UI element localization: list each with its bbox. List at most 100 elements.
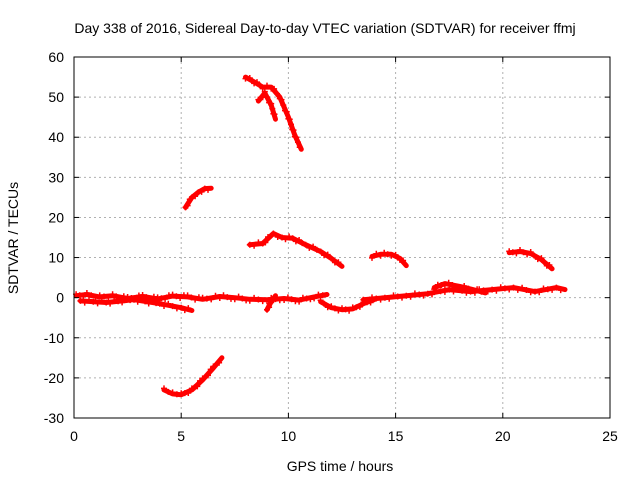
data-point-marker: [96, 292, 103, 299]
data-point-marker: [313, 246, 320, 253]
data-point-marker: [441, 282, 448, 289]
data-point-marker: [288, 296, 295, 303]
y-tick-label: 30: [48, 169, 64, 185]
data-point-marker: [456, 284, 463, 291]
data-point-marker: [266, 304, 273, 311]
x-tick-label: 20: [495, 428, 511, 444]
data-point-marker: [165, 300, 172, 307]
chart-title: Day 338 of 2016, Sidereal Day-to-day VTE…: [74, 20, 575, 36]
data-point-marker: [86, 296, 92, 303]
data-point-marker: [231, 296, 238, 303]
data-point-marker: [390, 292, 397, 299]
data-point-marker: [474, 286, 481, 293]
axis-ticks: 0 5 10 15 20 25 -30 -20 -10 0 10 20 30 40 50 60: [44, 49, 618, 444]
data-point-marker: [270, 230, 277, 237]
data-point-marker: [255, 296, 262, 303]
data-point-marker: [463, 289, 470, 296]
data-point-marker: [519, 284, 526, 291]
data-point-marker: [339, 305, 345, 312]
data-point-marker: [256, 82, 263, 89]
data-point-marker: [299, 240, 306, 247]
data-point-marker: [541, 258, 548, 265]
data-point-marker: [296, 144, 303, 151]
data-point-marker: [531, 252, 538, 259]
data-point-marker: [364, 297, 371, 304]
data-point-marker: [173, 391, 180, 398]
series-arc-55: [242, 74, 304, 152]
series-arc-11-21h: [506, 247, 555, 272]
y-tick-label: 0: [56, 290, 64, 306]
data-point-marker: [509, 249, 516, 256]
series-line: [161, 355, 225, 398]
data-point-marker: [169, 291, 176, 298]
data-point-marker: [88, 292, 95, 299]
data-point-marker: [109, 291, 116, 298]
data-point-marker: [506, 248, 513, 255]
data-point-marker: [131, 296, 137, 303]
data-point-marker: [81, 299, 88, 306]
data-point-marker: [201, 185, 208, 192]
data-point-marker: [302, 241, 309, 248]
data-point-marker: [286, 233, 293, 240]
series-arc-49: [255, 88, 278, 122]
data-point-marker: [268, 100, 275, 107]
series-arc-hump-17h: [431, 279, 489, 296]
data-point-marker: [549, 286, 556, 293]
grid-lines: [74, 57, 610, 418]
data-point-marker: [192, 193, 199, 200]
data-point-marker: [369, 294, 375, 301]
data-point-marker: [113, 293, 120, 300]
data-point-marker: [296, 298, 303, 305]
data-point-marker: [331, 305, 338, 312]
data-point-marker: [497, 284, 504, 291]
data-point-marker: [281, 297, 288, 303]
data-point-marker: [377, 252, 384, 259]
data-point-marker: [465, 285, 472, 292]
data-point-marker: [328, 255, 335, 262]
data-point-marker: [392, 251, 399, 258]
data-point-marker: [184, 292, 191, 299]
data-point-marker: [194, 383, 201, 390]
data-point-marker: [289, 235, 296, 242]
data-point-marker: [264, 82, 270, 89]
series-arc-16: [246, 230, 345, 269]
series-arc-spike-9h: [264, 293, 278, 313]
series-arc-dip-12h: [317, 297, 377, 314]
data-point-marker: [293, 134, 300, 141]
data-point-marker: [356, 303, 363, 310]
data-point-marker: [388, 252, 395, 259]
data-point-marker: [220, 292, 227, 299]
data-point-marker: [169, 303, 176, 310]
data-point-marker: [198, 188, 205, 195]
data-point-marker: [461, 283, 468, 289]
data-point-marker: [264, 94, 270, 101]
data-point-marker: [145, 300, 152, 307]
data-point-marker: [138, 296, 145, 303]
series-arc-11-14h: [369, 249, 409, 269]
data-point-marker: [373, 250, 380, 257]
data-point-marker: [80, 293, 87, 300]
data-point-marker: [513, 250, 520, 257]
data-point-marker: [321, 300, 328, 307]
data-point-marker: [420, 292, 427, 299]
data-point-marker: [310, 243, 317, 250]
data-point-marker: [394, 293, 401, 300]
data-point-marker: [283, 108, 290, 115]
y-tick-label: 50: [48, 89, 64, 105]
data-point-marker: [373, 295, 380, 302]
data-point-marker: [311, 295, 318, 302]
data-point-marker: [286, 116, 293, 123]
data-point-marker: [407, 293, 414, 300]
data-point-marker: [251, 294, 258, 301]
data-point-marker: [384, 251, 391, 258]
data-point-marker: [119, 299, 126, 306]
data-point-marker: [224, 294, 231, 301]
data-point-marker: [288, 121, 294, 128]
data-point-marker: [478, 288, 485, 295]
data-point-marker: [536, 289, 543, 296]
data-point-marker: [101, 293, 107, 300]
data-point-marker: [185, 390, 192, 396]
data-point-marker: [216, 295, 223, 301]
data-point-marker: [450, 288, 457, 295]
